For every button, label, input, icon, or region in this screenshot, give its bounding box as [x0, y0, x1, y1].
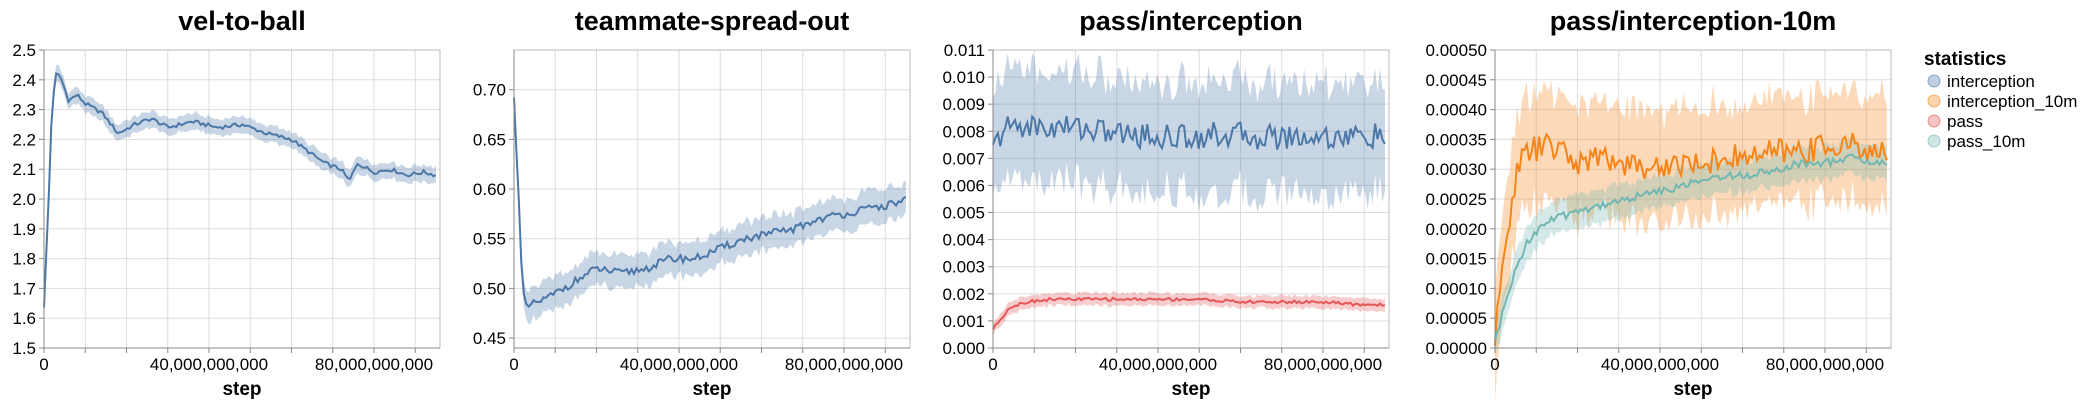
y-tick-label: 0.006: [942, 176, 985, 195]
x-tick-label: 80,000,000,000: [1264, 355, 1382, 374]
y-tick-label: 0.00010: [1426, 279, 1487, 298]
y-tick-label: 0.007: [942, 149, 985, 168]
x-axis-label: step: [692, 379, 731, 400]
y-tick-label: 0.004: [942, 231, 985, 250]
y-tick-label: 2.5: [12, 41, 36, 60]
legend-item-label: pass: [1947, 112, 1983, 131]
y-tick-label: 0.00035: [1426, 130, 1487, 149]
chart-title: pass/interception: [1079, 6, 1303, 36]
y-tick-label: 0.60: [473, 180, 506, 199]
legend-title: statistics: [1924, 49, 2006, 70]
y-tick-label: 2.4: [12, 71, 36, 90]
band-pass: [993, 290, 1385, 337]
band-interception: [993, 53, 1385, 213]
y-tick-label: 0.65: [473, 130, 506, 149]
y-tick-label: 1.7: [12, 279, 36, 298]
y-tick-label: 0.001: [942, 312, 985, 331]
x-tick-label: 80,000,000,000: [315, 355, 433, 374]
chart-title: vel-to-ball: [178, 6, 306, 36]
y-tick-label: 2.0: [12, 190, 36, 209]
line-pass: [992, 296, 1386, 331]
x-tick-label: 80,000,000,000: [785, 355, 903, 374]
x-tick-label: 0: [39, 355, 48, 374]
legend-item-label: interception: [1947, 72, 2035, 91]
y-tick-label: 0.00030: [1426, 160, 1487, 179]
y-tick-label: 0.011: [944, 41, 985, 60]
y-tick-label: 0.50: [473, 279, 506, 298]
y-tick-label: 1.8: [12, 250, 36, 269]
y-tick-label: 0.008: [942, 122, 985, 141]
y-tick-label: 0.00025: [1426, 190, 1487, 209]
y-tick-label: 0.00020: [1426, 220, 1487, 239]
y-tick-label: 0.55: [473, 230, 506, 249]
y-tick-label: 0.00045: [1426, 71, 1487, 90]
x-axis-label: step: [1171, 379, 1210, 400]
y-tick-label: 1.9: [12, 220, 36, 239]
x-tick-label: 0: [509, 355, 518, 374]
x-tick-label: 40,000,000,000: [1099, 355, 1217, 374]
x-tick-label: 80,000,000,000: [1766, 355, 1884, 374]
legend-swatch: [1927, 74, 1941, 88]
x-tick-label: 0: [988, 355, 997, 374]
y-tick-label: 0.010: [942, 68, 985, 87]
x-tick-label: 40,000,000,000: [150, 355, 268, 374]
y-tick-label: 1.6: [12, 309, 36, 328]
y-tick-label: 0.45: [473, 329, 506, 348]
charts-layer: vel-to-ball 1.5 1.6 1.7 1.8 1.9 2.0 2.1 2.2 2.3 2.…: [12, 6, 1892, 402]
y-tick-label: 0.70: [473, 81, 506, 100]
band-interception_10m: [1495, 77, 1887, 402]
band-interception: [44, 64, 436, 316]
line-pass_10m: [1494, 153, 1888, 341]
legend-item-label: interception_10m: [1947, 92, 2077, 111]
y-tick-label: 0.00000: [1426, 339, 1487, 358]
legend-swatch: [1927, 114, 1941, 128]
y-tick-label: 2.1: [12, 160, 36, 179]
line-interception: [513, 97, 907, 309]
y-tick-label: 0.003: [942, 258, 985, 277]
legend-item-label: pass_10m: [1947, 132, 2025, 151]
line-interception: [43, 71, 437, 308]
y-tick-label: 0.002: [942, 285, 985, 304]
y-tick-label: 2.2: [12, 130, 36, 149]
y-tick-label: 0.005: [942, 204, 985, 223]
line-interception_10m: [1494, 132, 1888, 346]
band-pass_10m: [1495, 137, 1887, 358]
legend-swatch: [1927, 94, 1941, 108]
chart-panel-4: pass/interception-10m 0.00000 0.00005 0.000…: [1426, 6, 1892, 402]
line-interception: [992, 114, 1386, 151]
chart-panel-2: teammate-spread-out 0.45 0.50 0.55 0.60 0.65 0…: [473, 6, 911, 400]
band-interception: [514, 84, 906, 325]
y-tick-label: 0.00005: [1426, 309, 1487, 328]
x-tick-label: 0: [1490, 355, 1499, 374]
chart-title: pass/interception-10m: [1550, 6, 1837, 36]
x-axis-label: step: [222, 379, 261, 400]
legend: statistics interceptioninterception_10mp…: [1924, 49, 2077, 151]
x-axis-label: step: [1673, 379, 1712, 400]
chart-title: teammate-spread-out: [575, 6, 850, 36]
chart-panel-1: vel-to-ball 1.5 1.6 1.7 1.8 1.9 2.0 2.1 2.2 2.3 2.…: [12, 6, 441, 400]
y-tick-label: 1.5: [12, 339, 36, 358]
y-tick-label: 0.00040: [1426, 101, 1487, 120]
y-tick-label: 0.009: [942, 95, 985, 114]
legend-swatch: [1927, 134, 1941, 148]
y-tick-label: 2.3: [12, 101, 36, 120]
y-tick-label: 0.000: [942, 339, 985, 358]
y-tick-label: 0.00050: [1426, 41, 1487, 60]
y-tick-label: 0.00015: [1426, 250, 1487, 269]
chart-panel-3: pass/interception 0.000 0.001 0.002 0.003 0.0…: [942, 6, 1390, 400]
x-tick-label: 40,000,000,000: [620, 355, 738, 374]
x-tick-label: 40,000,000,000: [1601, 355, 1719, 374]
